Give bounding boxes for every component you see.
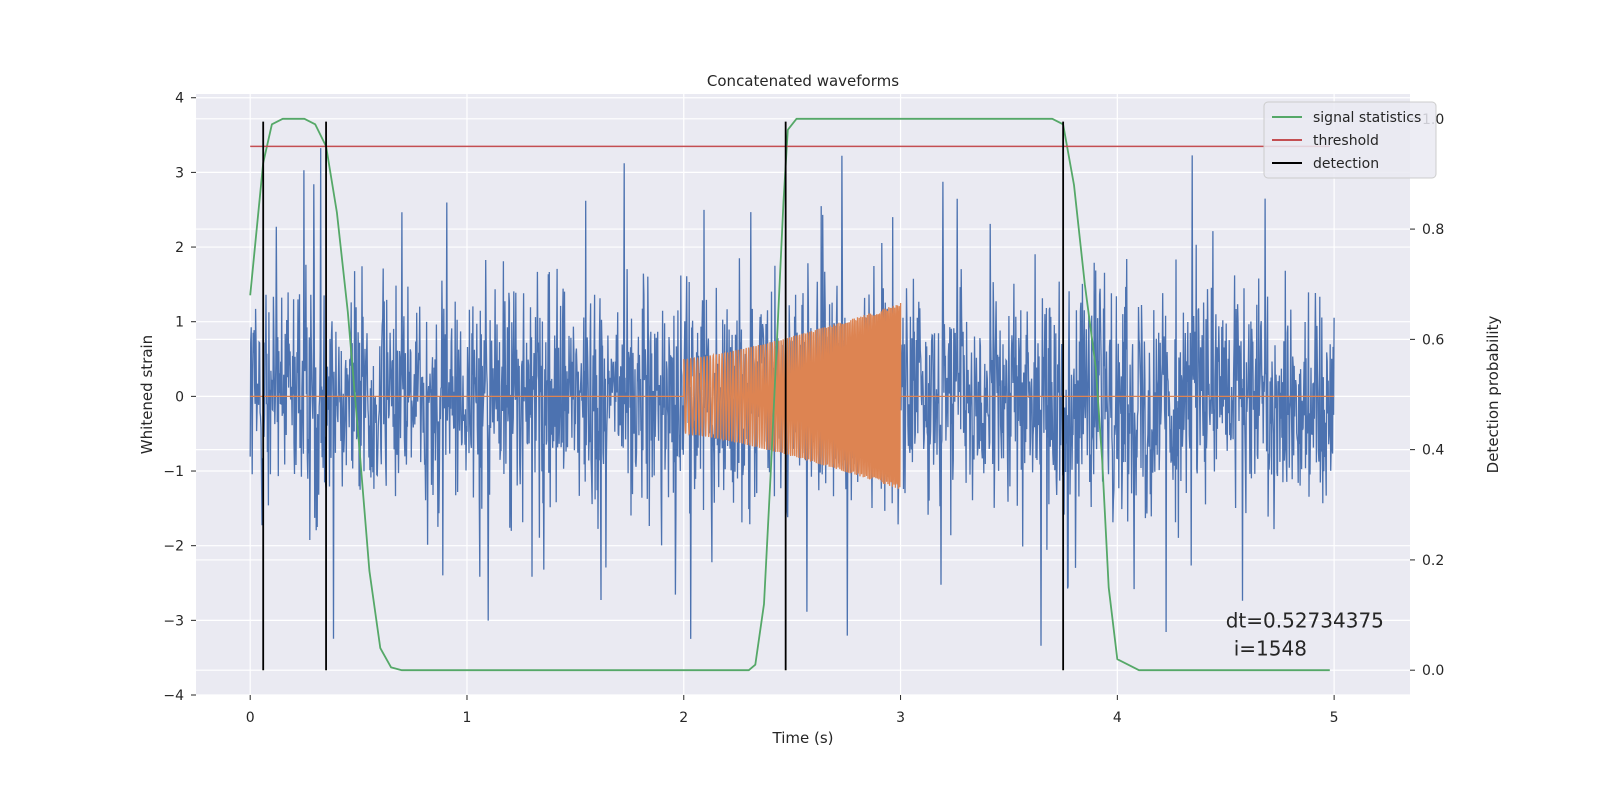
annotation-i: i=1548 — [1234, 636, 1307, 660]
y-axis-label-left: Whitened strain — [138, 335, 156, 454]
legend: signal statistics threshold detection — [1263, 101, 1437, 179]
statistics-series-line — [249, 117, 1330, 672]
x-tick-label: 3 — [896, 710, 905, 726]
legend-label: threshold — [1313, 133, 1379, 149]
y-left-tick-label: 0 — [175, 389, 184, 405]
x-tick-label: 0 — [246, 710, 255, 726]
injection-series-line — [250, 302, 1335, 489]
y-left-tick-label: −3 — [163, 613, 184, 629]
y-left-tick-label: −1 — [163, 464, 184, 480]
x-tick-label: 1 — [463, 710, 472, 726]
y-left-tick-label: 3 — [175, 165, 184, 181]
legend-label: signal statistics — [1313, 110, 1421, 126]
chart-title: Concatenated waveforms — [707, 72, 899, 90]
legend-label: detection — [1313, 156, 1379, 172]
x-tick-label: 5 — [1330, 710, 1339, 726]
y-right-tick-label: 0.0 — [1422, 663, 1444, 679]
y-right-tick-label: 0.8 — [1422, 222, 1444, 238]
y-left-tick-label: −2 — [163, 539, 184, 555]
y-left-tick-label: −4 — [163, 688, 184, 704]
annotation-dt: dt=0.52734375 — [1226, 608, 1384, 632]
x-tick-label: 4 — [1113, 710, 1122, 726]
y-axis-label-right: Detection probability — [1484, 316, 1502, 474]
y-left-tick-label: 1 — [175, 315, 184, 331]
y-right-tick-label: 0.4 — [1422, 443, 1444, 459]
y-left-tick-label: 4 — [175, 91, 184, 107]
series-layer — [249, 117, 1335, 672]
annotation: dt=0.52734375 i=1548 — [1226, 608, 1384, 660]
legend-box — [1263, 101, 1437, 179]
y-right-tick-label: 0.2 — [1422, 553, 1444, 569]
x-axis-label: Time (s) — [772, 729, 834, 747]
y-left-tick-label: 2 — [175, 240, 184, 256]
y-right-tick-label: 0.6 — [1422, 332, 1444, 348]
x-tick-label: 2 — [679, 710, 688, 726]
